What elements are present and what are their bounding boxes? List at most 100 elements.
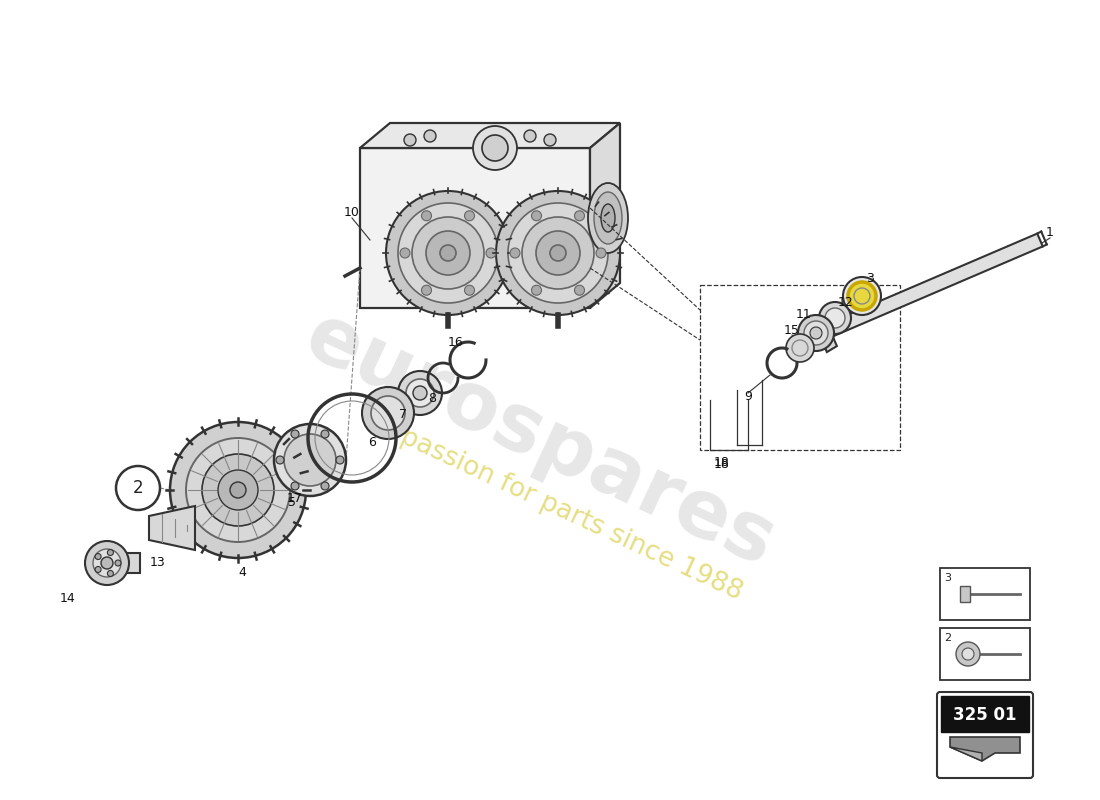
Circle shape <box>962 648 974 660</box>
Circle shape <box>398 203 498 303</box>
Circle shape <box>574 286 584 295</box>
Circle shape <box>810 327 822 339</box>
FancyBboxPatch shape <box>937 692 1033 778</box>
Text: 3: 3 <box>945 573 952 583</box>
Polygon shape <box>813 314 837 352</box>
Circle shape <box>292 482 299 490</box>
Circle shape <box>116 560 121 566</box>
Circle shape <box>804 321 828 345</box>
Circle shape <box>531 286 541 295</box>
Bar <box>940 628 1030 680</box>
Polygon shape <box>360 148 590 308</box>
Text: a passion for parts since 1988: a passion for parts since 1988 <box>374 414 746 606</box>
Circle shape <box>186 438 290 542</box>
Text: 13: 13 <box>150 555 166 569</box>
Circle shape <box>956 642 980 666</box>
Circle shape <box>95 566 101 573</box>
Circle shape <box>400 248 410 258</box>
Circle shape <box>412 386 427 400</box>
Circle shape <box>336 456 344 464</box>
Polygon shape <box>590 123 620 308</box>
Ellipse shape <box>594 192 621 244</box>
Circle shape <box>510 248 520 258</box>
Circle shape <box>486 248 496 258</box>
Circle shape <box>94 549 121 577</box>
Polygon shape <box>950 747 982 761</box>
Circle shape <box>574 210 584 221</box>
Circle shape <box>101 557 113 569</box>
Text: 14: 14 <box>60 591 76 605</box>
Polygon shape <box>360 123 620 148</box>
Circle shape <box>843 277 881 315</box>
Ellipse shape <box>601 204 615 232</box>
Circle shape <box>426 231 470 275</box>
Circle shape <box>116 466 160 510</box>
Circle shape <box>482 135 508 161</box>
Polygon shape <box>148 506 195 550</box>
Text: 10: 10 <box>344 206 360 219</box>
Text: 12: 12 <box>838 295 854 309</box>
Circle shape <box>524 130 536 142</box>
Polygon shape <box>950 737 1020 761</box>
Circle shape <box>536 231 580 275</box>
Text: 18: 18 <box>714 455 730 469</box>
Circle shape <box>531 210 541 221</box>
Text: eurospares: eurospares <box>293 297 788 583</box>
Circle shape <box>108 550 113 555</box>
Circle shape <box>404 134 416 146</box>
Circle shape <box>473 126 517 170</box>
Text: 325 01: 325 01 <box>954 706 1016 724</box>
Circle shape <box>321 482 329 490</box>
Text: 1: 1 <box>1046 226 1054 239</box>
Text: 18: 18 <box>714 458 730 471</box>
Circle shape <box>798 315 834 351</box>
Circle shape <box>825 308 845 328</box>
Polygon shape <box>116 553 140 573</box>
Text: 15: 15 <box>784 323 800 337</box>
Text: 8: 8 <box>428 391 436 405</box>
Text: 11: 11 <box>796 309 812 322</box>
Circle shape <box>398 371 442 415</box>
Text: 2: 2 <box>945 633 952 643</box>
Circle shape <box>424 130 436 142</box>
Circle shape <box>292 430 299 438</box>
Circle shape <box>508 203 608 303</box>
Bar <box>940 568 1030 620</box>
Ellipse shape <box>588 183 628 253</box>
Circle shape <box>321 430 329 438</box>
Circle shape <box>284 434 336 486</box>
Circle shape <box>386 191 510 315</box>
Circle shape <box>362 387 414 439</box>
Circle shape <box>371 396 405 430</box>
Circle shape <box>820 302 851 334</box>
Circle shape <box>412 217 484 289</box>
Circle shape <box>218 470 258 510</box>
Text: 6: 6 <box>368 435 376 449</box>
Circle shape <box>85 541 129 585</box>
Text: 9: 9 <box>744 390 752 403</box>
Circle shape <box>848 282 876 310</box>
Circle shape <box>440 245 456 261</box>
Circle shape <box>464 286 474 295</box>
Bar <box>960 586 970 602</box>
Circle shape <box>274 424 346 496</box>
Circle shape <box>522 217 594 289</box>
Text: 3: 3 <box>866 271 873 285</box>
Circle shape <box>202 454 274 526</box>
Circle shape <box>108 570 113 577</box>
Circle shape <box>544 134 556 146</box>
Circle shape <box>170 422 306 558</box>
Circle shape <box>596 248 606 258</box>
Polygon shape <box>827 234 1043 337</box>
Circle shape <box>421 210 431 221</box>
Bar <box>940 696 1028 732</box>
Circle shape <box>496 191 620 315</box>
Circle shape <box>550 245 566 261</box>
Circle shape <box>95 554 101 559</box>
Text: 17: 17 <box>287 491 303 505</box>
Circle shape <box>230 482 246 498</box>
Circle shape <box>464 210 474 221</box>
Circle shape <box>406 379 434 407</box>
Text: 2: 2 <box>133 479 143 497</box>
Text: 7: 7 <box>399 409 407 422</box>
